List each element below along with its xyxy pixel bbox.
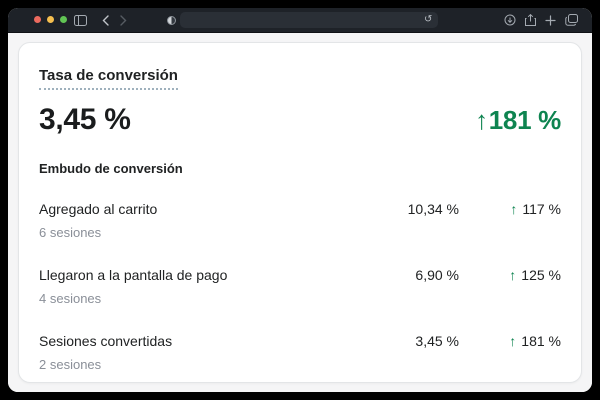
page-background: Tasa de conversión 3,45 % ↑181 % Embudo … (8, 33, 592, 392)
metric-change: ↑181 % (475, 105, 561, 136)
funnel-row-rate: 10,34 % (407, 201, 459, 217)
funnel-row-rate: 3,45 % (415, 333, 459, 349)
conversion-rate-card: Tasa de conversión 3,45 % ↑181 % Embudo … (18, 42, 582, 383)
funnel-row-rate: 6,90 % (415, 267, 459, 283)
forward-icon[interactable] (116, 8, 130, 32)
funnel-row-sessions: 4 sesiones (39, 291, 102, 306)
metric-summary: 3,45 % ↑181 % (39, 103, 561, 137)
funnel-row-label: Llegaron a la pantalla de pago (39, 267, 228, 283)
funnel-row-change-value: 181 % (521, 333, 561, 349)
funnel-row-change: ↑ 117 % (459, 200, 561, 218)
funnel-row-change: ↑ 125 % (459, 266, 561, 284)
sidebar-toggle-icon[interactable] (72, 8, 88, 32)
funnel-row: Agregado al carrito 6 sesiones 10,34 % ↑… (39, 200, 561, 242)
funnel-row-sessions: 6 sesiones (39, 225, 102, 240)
funnel-row: Sesiones convertidas 2 sesiones 3,45 % ↑… (39, 332, 561, 374)
metric-value: 3,45 % (39, 103, 131, 136)
arrow-up-icon: ↑ (509, 333, 517, 349)
browser-toolbar: ↻ (8, 8, 592, 33)
funnel-row-change: ↑ 181 % (459, 332, 561, 350)
metric-change-value: 181 % (488, 105, 562, 135)
metric-title[interactable]: Tasa de conversión (39, 67, 178, 90)
funnel-row: Llegaron a la pantalla de pago 4 sesione… (39, 266, 561, 308)
tabs-overview-icon[interactable] (565, 14, 578, 26)
address-bar[interactable]: ↻ (180, 12, 438, 28)
back-icon[interactable] (98, 8, 112, 32)
funnel-row-label: Agregado al carrito (39, 201, 158, 217)
close-window-button[interactable] (34, 16, 41, 23)
refresh-icon[interactable]: ↻ (423, 14, 432, 25)
funnel-row-change-value: 125 % (521, 267, 561, 283)
funnel-heading: Embudo de conversión (39, 161, 183, 176)
downloads-icon[interactable] (504, 14, 516, 26)
minimize-window-button[interactable] (47, 16, 54, 23)
window-controls (34, 16, 67, 23)
share-icon[interactable] (525, 13, 536, 27)
arrow-up-icon: ↑ (509, 267, 517, 283)
privacy-shield-icon[interactable] (165, 8, 177, 32)
arrow-up-icon: ↑ (510, 201, 518, 217)
funnel-row-change-value: 117 % (522, 201, 561, 217)
new-tab-icon[interactable] (545, 14, 556, 26)
zoom-window-button[interactable] (60, 16, 67, 23)
funnel-row-sessions: 2 sesiones (39, 357, 102, 372)
browser-window: ↻ (8, 8, 592, 392)
funnel-row-label: Sesiones convertidas (39, 333, 173, 349)
toolbar-right-actions (504, 8, 578, 32)
arrow-up-icon: ↑ (475, 105, 488, 135)
